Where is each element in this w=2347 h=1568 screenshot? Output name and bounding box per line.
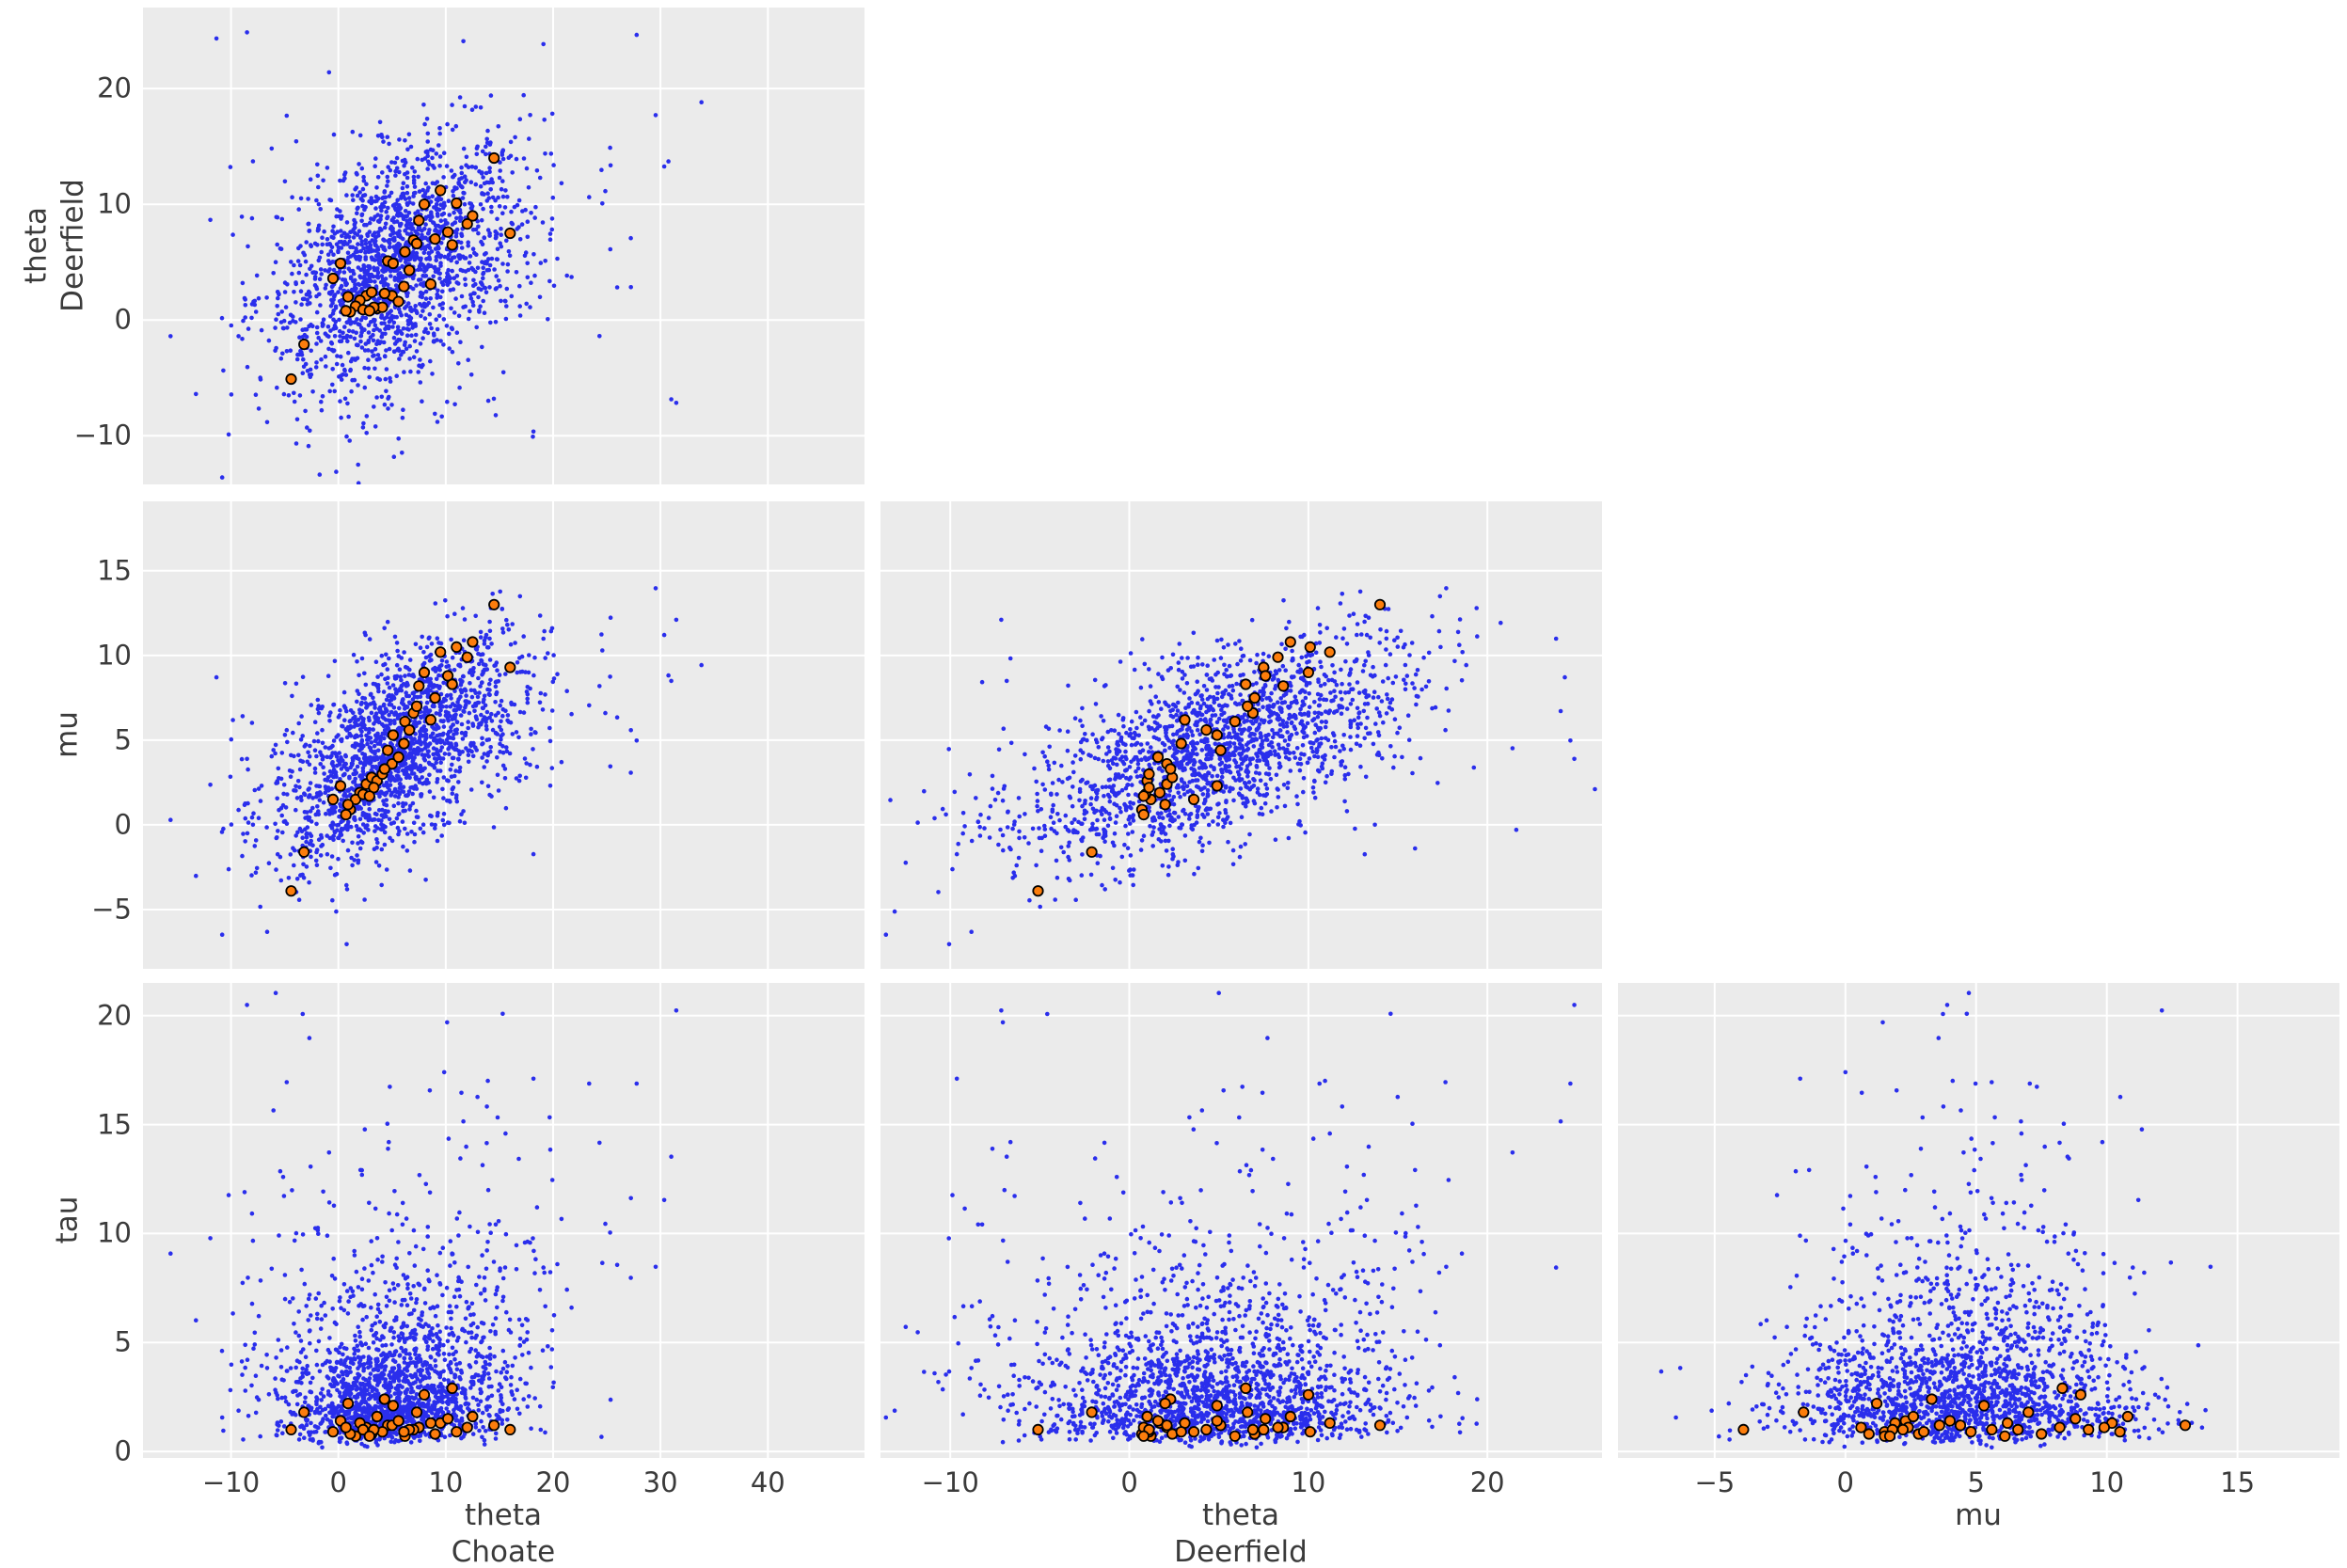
tau-vs-mu-canvas xyxy=(1618,983,2339,1458)
x-tick-label: 0 xyxy=(329,1466,347,1498)
x-axis-label-theta-deerfield: theta Deerfield xyxy=(1174,1497,1308,1568)
posterior-draws-layer xyxy=(168,990,679,1450)
theta-deerfield-vs-theta-choate-canvas xyxy=(143,8,864,484)
gridlines xyxy=(143,983,864,1458)
panel-mu-vs-theta-choate xyxy=(143,501,864,969)
panel-theta-deerfield-vs-theta-choate xyxy=(143,8,864,484)
y-tick-label: 10 xyxy=(97,639,132,672)
divergences-layer xyxy=(1737,1382,2192,1442)
panel-tau-vs-theta-deerfield xyxy=(880,983,1602,1458)
posterior-draws-layer xyxy=(168,586,704,947)
x-axis-label-line: theta xyxy=(464,1498,543,1532)
y-tick-label: −10 xyxy=(73,419,132,451)
y-tick-label: 20 xyxy=(97,71,132,104)
y-tick-label: 0 xyxy=(114,303,132,336)
x-tick-label: 30 xyxy=(642,1466,678,1498)
gridlines xyxy=(143,8,864,484)
y-tick-label: 0 xyxy=(114,808,132,841)
y-tick-label: 0 xyxy=(114,1434,132,1467)
x-tick-label: 15 xyxy=(2220,1466,2256,1498)
posterior-draws-layer xyxy=(1658,990,2213,1450)
x-tick-label: −5 xyxy=(1694,1466,1736,1498)
y-tick-label: 10 xyxy=(97,187,132,220)
x-tick-label: 5 xyxy=(1967,1466,1985,1498)
gridlines xyxy=(880,983,1602,1458)
divergences-layer xyxy=(285,598,516,897)
x-tick-label: 20 xyxy=(535,1466,571,1498)
x-tick-label: 10 xyxy=(428,1466,464,1498)
x-axis-label-line: Choate xyxy=(451,1534,556,1568)
x-tick-label: 20 xyxy=(1469,1466,1505,1498)
divergences-layer xyxy=(1032,1382,1387,1442)
tau-vs-theta-choate-canvas xyxy=(143,983,864,1458)
posterior-draws-layer xyxy=(883,990,1577,1450)
x-tick-label: −10 xyxy=(921,1466,979,1498)
x-axis-label-mu: mu xyxy=(1955,1497,2002,1534)
x-axis-label-line: Deerfield xyxy=(1174,1534,1308,1568)
x-tick-label: 0 xyxy=(1836,1466,1854,1498)
divergences-layer xyxy=(1032,598,1387,897)
x-tick-label: 10 xyxy=(2089,1466,2125,1498)
divergences-layer xyxy=(285,151,516,386)
x-axis-label-line: theta xyxy=(1201,1498,1280,1532)
x-axis-label-theta-choate: theta Choate xyxy=(452,1497,555,1568)
x-axis-label-line: mu xyxy=(1955,1498,2002,1532)
gridlines xyxy=(143,501,864,969)
gridlines xyxy=(1618,983,2339,1458)
x-tick-label: 10 xyxy=(1291,1466,1326,1498)
y-tick-label: 20 xyxy=(97,999,132,1032)
x-tick-label: −10 xyxy=(201,1466,261,1498)
posterior-draws-layer xyxy=(168,30,704,484)
y-tick-label: 15 xyxy=(97,1108,132,1141)
y-tick-label: 5 xyxy=(114,1325,132,1358)
x-tick-label: 0 xyxy=(1120,1466,1138,1498)
divergences-layer xyxy=(285,1382,516,1442)
panel-tau-vs-mu xyxy=(1618,983,2339,1458)
mu-vs-theta-choate-canvas xyxy=(143,501,864,969)
x-tick-label: 40 xyxy=(750,1466,785,1498)
panel-tau-vs-theta-choate xyxy=(143,983,864,1458)
y-tick-label: 10 xyxy=(97,1216,132,1249)
posterior-draws-layer xyxy=(883,586,1597,947)
panel-mu-vs-theta-deerfield xyxy=(880,501,1602,969)
y-tick-label: −5 xyxy=(91,893,132,926)
y-tick-label: 5 xyxy=(114,723,132,756)
y-tick-label: 15 xyxy=(97,554,132,587)
tau-vs-theta-deerfield-canvas xyxy=(880,983,1602,1458)
mu-vs-theta-deerfield-canvas xyxy=(880,501,1602,969)
